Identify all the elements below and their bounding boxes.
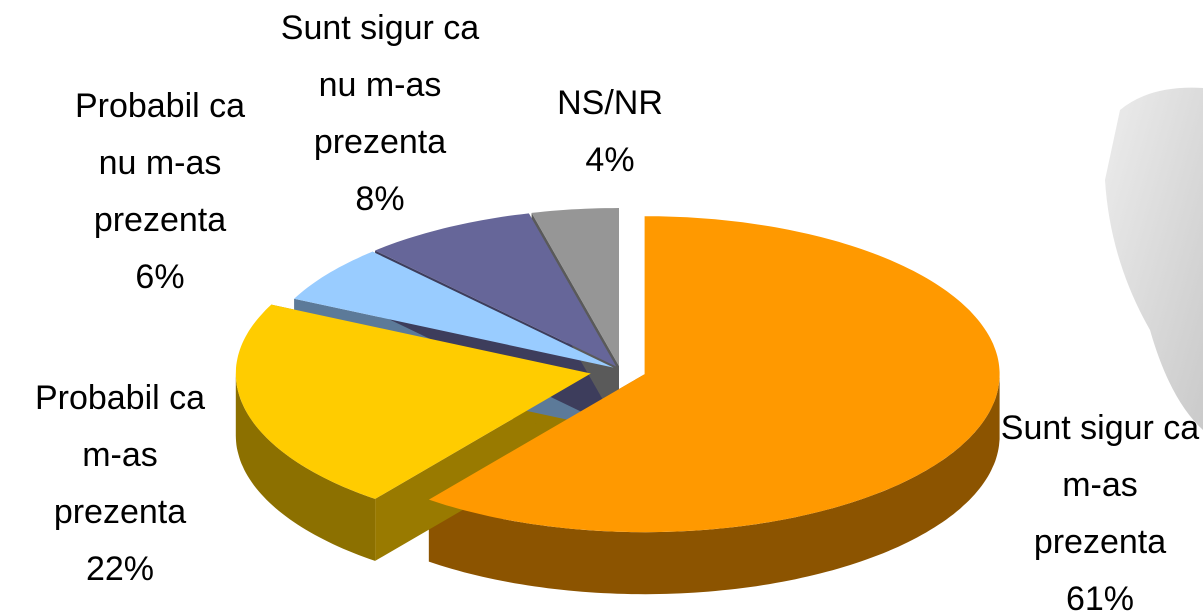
background-photo [1105,88,1203,430]
value-label: 22% [15,541,225,598]
page: Sunt sigur ca m-as prezenta61% Probabil c… [0,0,1203,614]
value-label: 4% [535,132,685,189]
category-label: Probabil ca nu m-as prezenta [55,78,265,249]
category-label: Probabil ca m-as prezenta [15,370,225,541]
value-label: 8% [275,171,485,228]
category-label: Sunt sigur ca m-as prezenta [1000,400,1200,571]
category-label: Sunt sigur ca nu m-as prezenta [275,0,485,171]
value-label: 61% [1000,571,1200,614]
value-label: 6% [55,249,265,306]
category-label: NS/NR [535,75,685,132]
